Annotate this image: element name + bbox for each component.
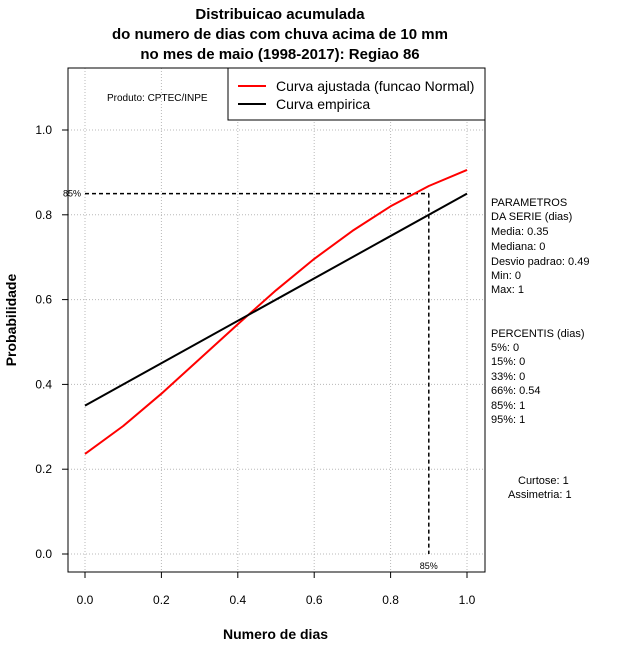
x-tick-label-4: 0.8: [382, 593, 399, 607]
axis-ticks: 0.0 0.2 0.4 0.6 0.8 1.0 0.0 0.2 0.4 0.6 0.8 1.0: [35, 123, 475, 607]
y-tick-label-4: 0.8: [35, 208, 52, 222]
percentil-15: 15%: 0: [491, 356, 526, 368]
chart-title-line-1: Distribuicao acumulada: [195, 6, 365, 23]
assimetria-value: Assimetria: 1: [508, 489, 572, 501]
percentile-85-label-x: 85%: [420, 561, 438, 571]
percentil-95: 95%: 1: [491, 414, 526, 426]
legend: Curva ajustada (funcao Normal) Curva emp…: [227, 67, 486, 121]
y-tick-label-2: 0.4: [35, 377, 52, 391]
legend-label-fitted: Curva ajustada (funcao Normal): [276, 78, 474, 94]
y-tick-label-0: 0.0: [35, 547, 52, 561]
y-tick-label-1: 0.2: [35, 462, 52, 476]
credit-text: Produto: CPTEC/INPE: [107, 93, 208, 104]
percentis-header: PERCENTIS (dias): [491, 328, 585, 340]
param-desvio: Desvio padrao: 0.49: [491, 256, 590, 268]
y-tick-label-5: 1.0: [35, 123, 52, 137]
grid-lines: [68, 68, 485, 572]
chart-title-line-3: no mes de maio (1998-2017): Regiao 86: [140, 46, 420, 63]
x-tick-label-2: 0.4: [229, 593, 246, 607]
legend-label-empirical: Curva empirica: [276, 96, 370, 112]
percentil-85: 85%: 1: [491, 400, 526, 412]
x-tick-label-0: 0.0: [77, 593, 94, 607]
curtose-value: Curtose: 1: [518, 475, 569, 487]
param-mediana: Mediana: 0: [491, 241, 546, 253]
param-min: Min: 0: [491, 270, 521, 282]
percentile-85-label-y: 85%: [63, 189, 81, 199]
percentil-33: 33%: 0: [491, 371, 526, 383]
param-max: Max: 1: [491, 284, 525, 296]
percentil-5: 5%: 0: [491, 342, 520, 354]
chart-title-line-2: do numero de dias com chuva acima de 10 …: [112, 26, 448, 43]
plot-frame: [67, 67, 486, 573]
x-tick-label-5: 1.0: [459, 593, 476, 607]
y-axis-label: Probabilidade: [3, 273, 19, 367]
params-header-1: PARAMETROS: [491, 197, 568, 209]
percentile-marker: 85% 85%: [63, 189, 438, 571]
empirical-curve: [84, 192, 468, 407]
percentil-66: 66%: 0.54: [491, 385, 541, 397]
param-media: Media: 0.35: [491, 226, 549, 238]
fitted-normal-curve: [84, 168, 468, 455]
y-tick-label-3: 0.6: [35, 293, 52, 307]
x-axis-label: Numero de dias: [222, 626, 329, 642]
series-lines: [84, 168, 468, 455]
x-tick-label-1: 0.2: [153, 593, 170, 607]
x-tick-label-3: 0.6: [306, 593, 323, 607]
params-header-2: DA SERIE (dias): [491, 211, 573, 223]
legend-box: [227, 67, 486, 121]
